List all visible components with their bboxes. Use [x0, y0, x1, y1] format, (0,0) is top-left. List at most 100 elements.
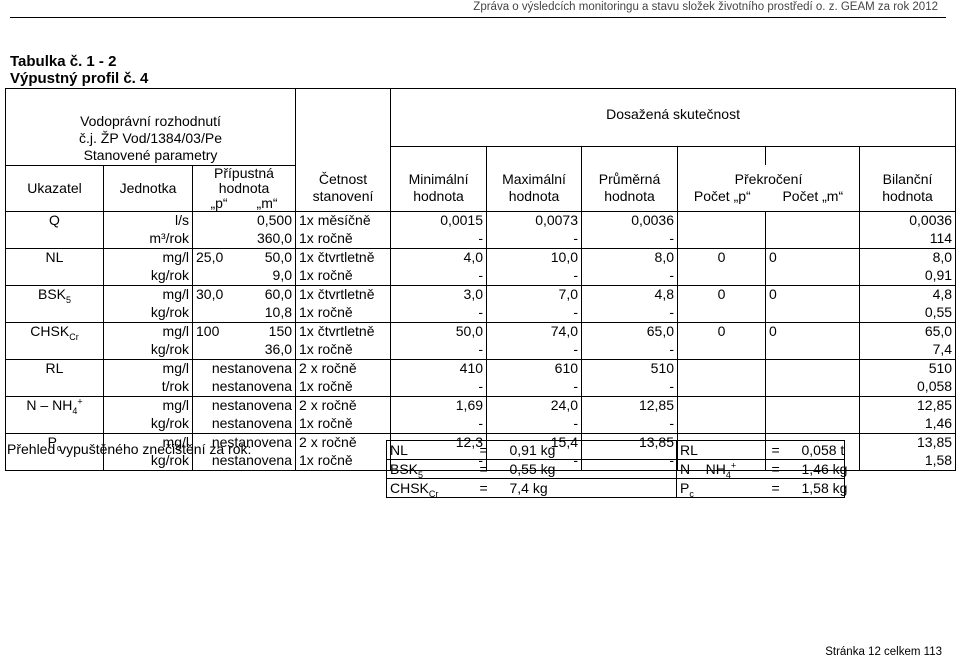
summary-value: 0,55 kg [506, 459, 677, 479]
limit-cell: nestanovena [191, 358, 297, 378]
frequency-cell: 1x ročně [295, 451, 392, 471]
unit-cell: mg/l [103, 432, 193, 452]
min-cell: - [390, 414, 488, 434]
min-cell: - [390, 266, 488, 286]
col-max: Maximální hodnota [486, 165, 583, 212]
balance-cell: 12,85 [859, 395, 957, 415]
limit-m-cell: 150 [243, 321, 297, 341]
balance-cell: 114 [859, 229, 957, 249]
exceed-p-cell [677, 395, 767, 415]
frequency-cell: 1x čtvrtletně [295, 321, 392, 341]
frequency-cell: 2 x ročně [295, 432, 392, 452]
balance-cell: 1,58 [859, 451, 957, 471]
unit-cell: mg/l [103, 247, 193, 267]
achieved-header: Dosažená skutečnost [390, 88, 957, 147]
exceed-m-cell [765, 358, 861, 378]
col-pripustna: Přípustná hodnota „p“ „m“ [191, 164, 297, 212]
unit-cell: mg/l [103, 284, 193, 304]
exceed-m-cell: 0 [765, 321, 861, 341]
indicator-cell: RL [5, 358, 104, 378]
table-title: Tabulka č. 1 - 2 [10, 53, 117, 70]
avg-cell: - [581, 229, 679, 249]
table-subtitle: Výpustný profil č. 4 [10, 70, 149, 87]
max-cell: - [486, 303, 583, 323]
permit-line2: č.j. ŽP Vod/1384/03/Pe [79, 129, 222, 146]
exceed-p-cell [677, 358, 767, 378]
limit-m-cell: 10,8 [243, 303, 297, 323]
balance-cell: 8,0 [859, 247, 957, 267]
col-count-p: Počet „p“ [693, 187, 751, 204]
monitoring-table: Vodoprávní rozhodnutí č.j. ŽP Vod/1384/0… [4, 88, 957, 471]
limit-p-cell [192, 266, 244, 286]
frequency-cell: 1x ročně [295, 340, 392, 360]
unit-cell: kg/rok [103, 266, 193, 286]
avg-cell: - [581, 266, 679, 286]
balance-cell: 510 [859, 358, 957, 378]
min-cell: 3,0 [390, 284, 488, 304]
limit-cell: nestanovena [191, 414, 297, 434]
balance-cell: 0,058 [859, 377, 957, 397]
max-cell: 24,0 [486, 395, 583, 415]
permit-cell: Vodoprávní rozhodnutí č.j. ŽP Vod/1384/0… [4, 88, 297, 147]
unit-cell: t/rok [103, 377, 193, 397]
col-p: „p“ [210, 194, 228, 211]
summary-value: 1,58 kg [798, 478, 847, 498]
limit-cell: nestanovena [191, 377, 297, 397]
exceed-p-cell: 0 [677, 247, 767, 267]
exceed-p-cell: 0 [677, 321, 767, 341]
exceed-m-cell [765, 210, 861, 230]
min-cell: 410 [390, 358, 488, 378]
col-count-m: Počet „m“ [782, 187, 844, 204]
unit-cell: kg/rok [103, 414, 193, 434]
limit-p-cell: 25,0 [192, 247, 244, 267]
min-cell: - [390, 303, 488, 323]
table-row: NL mg/l 25,0 50,0 1x čtvrtletně 4,0 10,0 8,0 0 0 8… [5, 247, 957, 267]
balance-cell: 0,91 [859, 266, 957, 286]
page-footer: Stránka 12 celkem 113 [825, 646, 942, 658]
set-params-header: Stanovené parametry [4, 146, 297, 166]
summary-name: BSK5 [386, 459, 477, 479]
col-ukazatel: Ukazatel [5, 164, 104, 212]
frequency-cell: 1x ročně [295, 303, 392, 323]
limit-p-cell: 30,0 [192, 284, 244, 304]
balance-cell: 1,46 [859, 414, 957, 434]
col-min: Minimální hodnota [390, 165, 488, 212]
unit-cell: m³/rok [103, 229, 193, 249]
min-cell: 1,69 [390, 395, 488, 415]
limit-cell: nestanovena [191, 451, 297, 471]
max-cell: - [486, 340, 583, 360]
limit-cell: nestanovena [191, 432, 297, 452]
table-row: kg/rok 36,0 1x ročně - - -7,4 [5, 340, 957, 360]
exceed-m-cell: 0 [765, 247, 861, 267]
frequency-cell: 1x ročně [295, 414, 392, 434]
limit-p-cell [192, 229, 244, 249]
col-m: „m“ [256, 194, 278, 211]
summary-eq: = [476, 478, 507, 498]
balance-cell: 0,0036 [859, 210, 957, 230]
summary-row: NL = 0,91 kg RL = 0,058 t [386, 440, 845, 460]
table-row: m³/rok 360,0 1x ročně - - -114 [5, 229, 957, 249]
max-cell: 610 [486, 358, 583, 378]
limit-p-cell [192, 340, 244, 360]
avg-cell: - [581, 303, 679, 323]
summary-eq: = [476, 459, 507, 479]
avg-cell: - [581, 377, 679, 397]
limit-p-cell [192, 303, 244, 323]
balance-cell: 4,8 [859, 284, 957, 304]
unit-cell: kg/rok [103, 451, 193, 471]
col-jednotka: Jednotka [103, 164, 193, 212]
limit-m-cell: 36,0 [243, 340, 297, 360]
summary-eq: = [768, 478, 799, 498]
table-row: t/rok nestanovena 1x ročně - - -0,058 [5, 377, 957, 397]
min-cell: 4,0 [390, 247, 488, 267]
table-row: CHSKCr mg/l 100 150 1x čtvrtletně 50,0 74,0 65,… [5, 321, 957, 341]
min-cell: 0,0015 [390, 210, 488, 230]
balance-cell: 7,4 [859, 340, 957, 360]
indicator-cell: N – NH4+ [5, 395, 104, 415]
permit-line1: Vodoprávní rozhodnutí [80, 112, 221, 129]
summary-eq: = [768, 440, 799, 460]
unit-cell: mg/l [103, 395, 193, 415]
limit-cell: nestanovena [191, 395, 297, 415]
frequency-cell: 2 x ročně [295, 358, 392, 378]
summary-table: NL = 0,91 kg RL = 0,058 t BSK5 = 0,55 kg N – NH4+… [386, 440, 847, 498]
